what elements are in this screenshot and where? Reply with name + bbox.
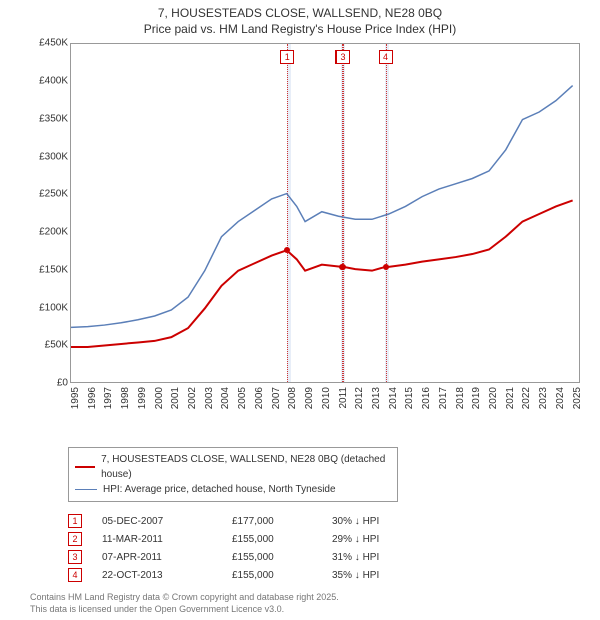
- x-tick-label: 2003: [204, 387, 215, 409]
- y-tick-label: £150K: [39, 264, 68, 275]
- legend-row: HPI: Average price, detached house, Nort…: [75, 482, 391, 497]
- x-tick-label: 2020: [488, 387, 499, 409]
- x-tick-label: 2006: [254, 387, 265, 409]
- sale-row: 1 05-DEC-2007£177,00030% ↓ HPI: [68, 512, 600, 530]
- x-tick-label: 2001: [170, 387, 181, 409]
- x-tick-label: 2009: [304, 387, 315, 409]
- sale-marker-box: 3: [336, 50, 350, 64]
- sale-row-marker: 3: [68, 550, 82, 564]
- sale-row: 4 22-OCT-2013£155,00035% ↓ HPI: [68, 566, 600, 584]
- sale-row-marker: 1: [68, 514, 82, 528]
- chart-container: 1234 £0£50K£100K£150K£200K£250K£300K£350…: [30, 43, 590, 413]
- sale-delta: 29% ↓ HPI: [332, 534, 432, 545]
- x-tick-label: 1997: [103, 387, 114, 409]
- sale-price: £155,000: [232, 534, 332, 545]
- series-hpi: [71, 86, 573, 328]
- x-tick-label: 2002: [187, 387, 198, 409]
- footer-attribution: Contains HM Land Registry data © Crown c…: [30, 592, 600, 615]
- x-tick-label: 2024: [555, 387, 566, 409]
- sale-price: £155,000: [232, 570, 332, 581]
- y-tick-label: £0: [57, 378, 68, 389]
- x-tick-label: 2023: [538, 387, 549, 409]
- x-tick-label: 2004: [220, 387, 231, 409]
- x-tick-label: 2012: [354, 387, 365, 409]
- x-tick-label: 2008: [287, 387, 298, 409]
- x-tick-label: 2018: [455, 387, 466, 409]
- y-tick-label: £300K: [39, 151, 68, 162]
- sale-marker-box: 4: [379, 50, 393, 64]
- x-tick-label: 2005: [237, 387, 248, 409]
- sale-row-marker: 4: [68, 568, 82, 582]
- legend-label: HPI: Average price, detached house, Nort…: [103, 482, 336, 497]
- x-tick-label: 2000: [154, 387, 165, 409]
- sale-price: £177,000: [232, 516, 332, 527]
- chart-title: 7, HOUSESTEADS CLOSE, WALLSEND, NE28 0BQ…: [0, 0, 600, 39]
- sale-date: 07-APR-2011: [102, 552, 232, 563]
- y-tick-label: £400K: [39, 75, 68, 86]
- footer-line2: This data is licensed under the Open Gov…: [30, 604, 600, 616]
- y-tick-label: £50K: [45, 340, 68, 351]
- sale-row: 3 07-APR-2011£155,00031% ↓ HPI: [68, 548, 600, 566]
- legend-swatch: [75, 466, 95, 468]
- x-tick-label: 2025: [572, 387, 583, 409]
- sale-point: [383, 264, 389, 270]
- plot-area: 1234: [70, 43, 580, 383]
- footer-line1: Contains HM Land Registry data © Crown c…: [30, 592, 600, 604]
- x-tick-label: 2021: [505, 387, 516, 409]
- x-tick-label: 1998: [120, 387, 131, 409]
- title-line1: 7, HOUSESTEADS CLOSE, WALLSEND, NE28 0BQ: [0, 6, 600, 22]
- x-tick-label: 2007: [271, 387, 282, 409]
- x-tick-label: 2019: [471, 387, 482, 409]
- x-tick-label: 1996: [87, 387, 98, 409]
- sale-point: [284, 247, 290, 253]
- sale-point: [340, 264, 346, 270]
- sale-marker-box: 1: [280, 50, 294, 64]
- x-tick-label: 2017: [438, 387, 449, 409]
- sale-delta: 31% ↓ HPI: [332, 552, 432, 563]
- x-tick-label: 2015: [404, 387, 415, 409]
- series-property: [71, 201, 573, 348]
- x-tick-label: 2013: [371, 387, 382, 409]
- x-tick-label: 2010: [321, 387, 332, 409]
- sales-table: 1 05-DEC-2007£177,00030% ↓ HPI 2 11-MAR-201…: [68, 512, 600, 584]
- sale-delta: 35% ↓ HPI: [332, 570, 432, 581]
- x-tick-label: 2011: [338, 387, 349, 409]
- legend-label: 7, HOUSESTEADS CLOSE, WALLSEND, NE28 0BQ…: [101, 452, 391, 482]
- sale-row: 2 11-MAR-2011£155,00029% ↓ HPI: [68, 530, 600, 548]
- chart-svg: [71, 44, 581, 384]
- x-tick-label: 2014: [388, 387, 399, 409]
- sale-row-marker: 2: [68, 532, 82, 546]
- sale-delta: 30% ↓ HPI: [332, 516, 432, 527]
- sale-price: £155,000: [232, 552, 332, 563]
- y-tick-label: £100K: [39, 302, 68, 313]
- sale-date: 22-OCT-2013: [102, 570, 232, 581]
- y-tick-label: £250K: [39, 189, 68, 200]
- y-tick-label: £450K: [39, 38, 68, 49]
- x-tick-label: 2016: [421, 387, 432, 409]
- sale-date: 05-DEC-2007: [102, 516, 232, 527]
- legend-row: 7, HOUSESTEADS CLOSE, WALLSEND, NE28 0BQ…: [75, 452, 391, 482]
- y-tick-label: £350K: [39, 113, 68, 124]
- sale-date: 11-MAR-2011: [102, 534, 232, 545]
- x-tick-label: 1995: [70, 387, 81, 409]
- x-tick-label: 1999: [137, 387, 148, 409]
- title-line2: Price paid vs. HM Land Registry's House …: [0, 22, 600, 38]
- x-tick-label: 2022: [521, 387, 532, 409]
- y-tick-label: £200K: [39, 227, 68, 238]
- legend-swatch: [75, 489, 97, 490]
- legend: 7, HOUSESTEADS CLOSE, WALLSEND, NE28 0BQ…: [68, 447, 398, 502]
